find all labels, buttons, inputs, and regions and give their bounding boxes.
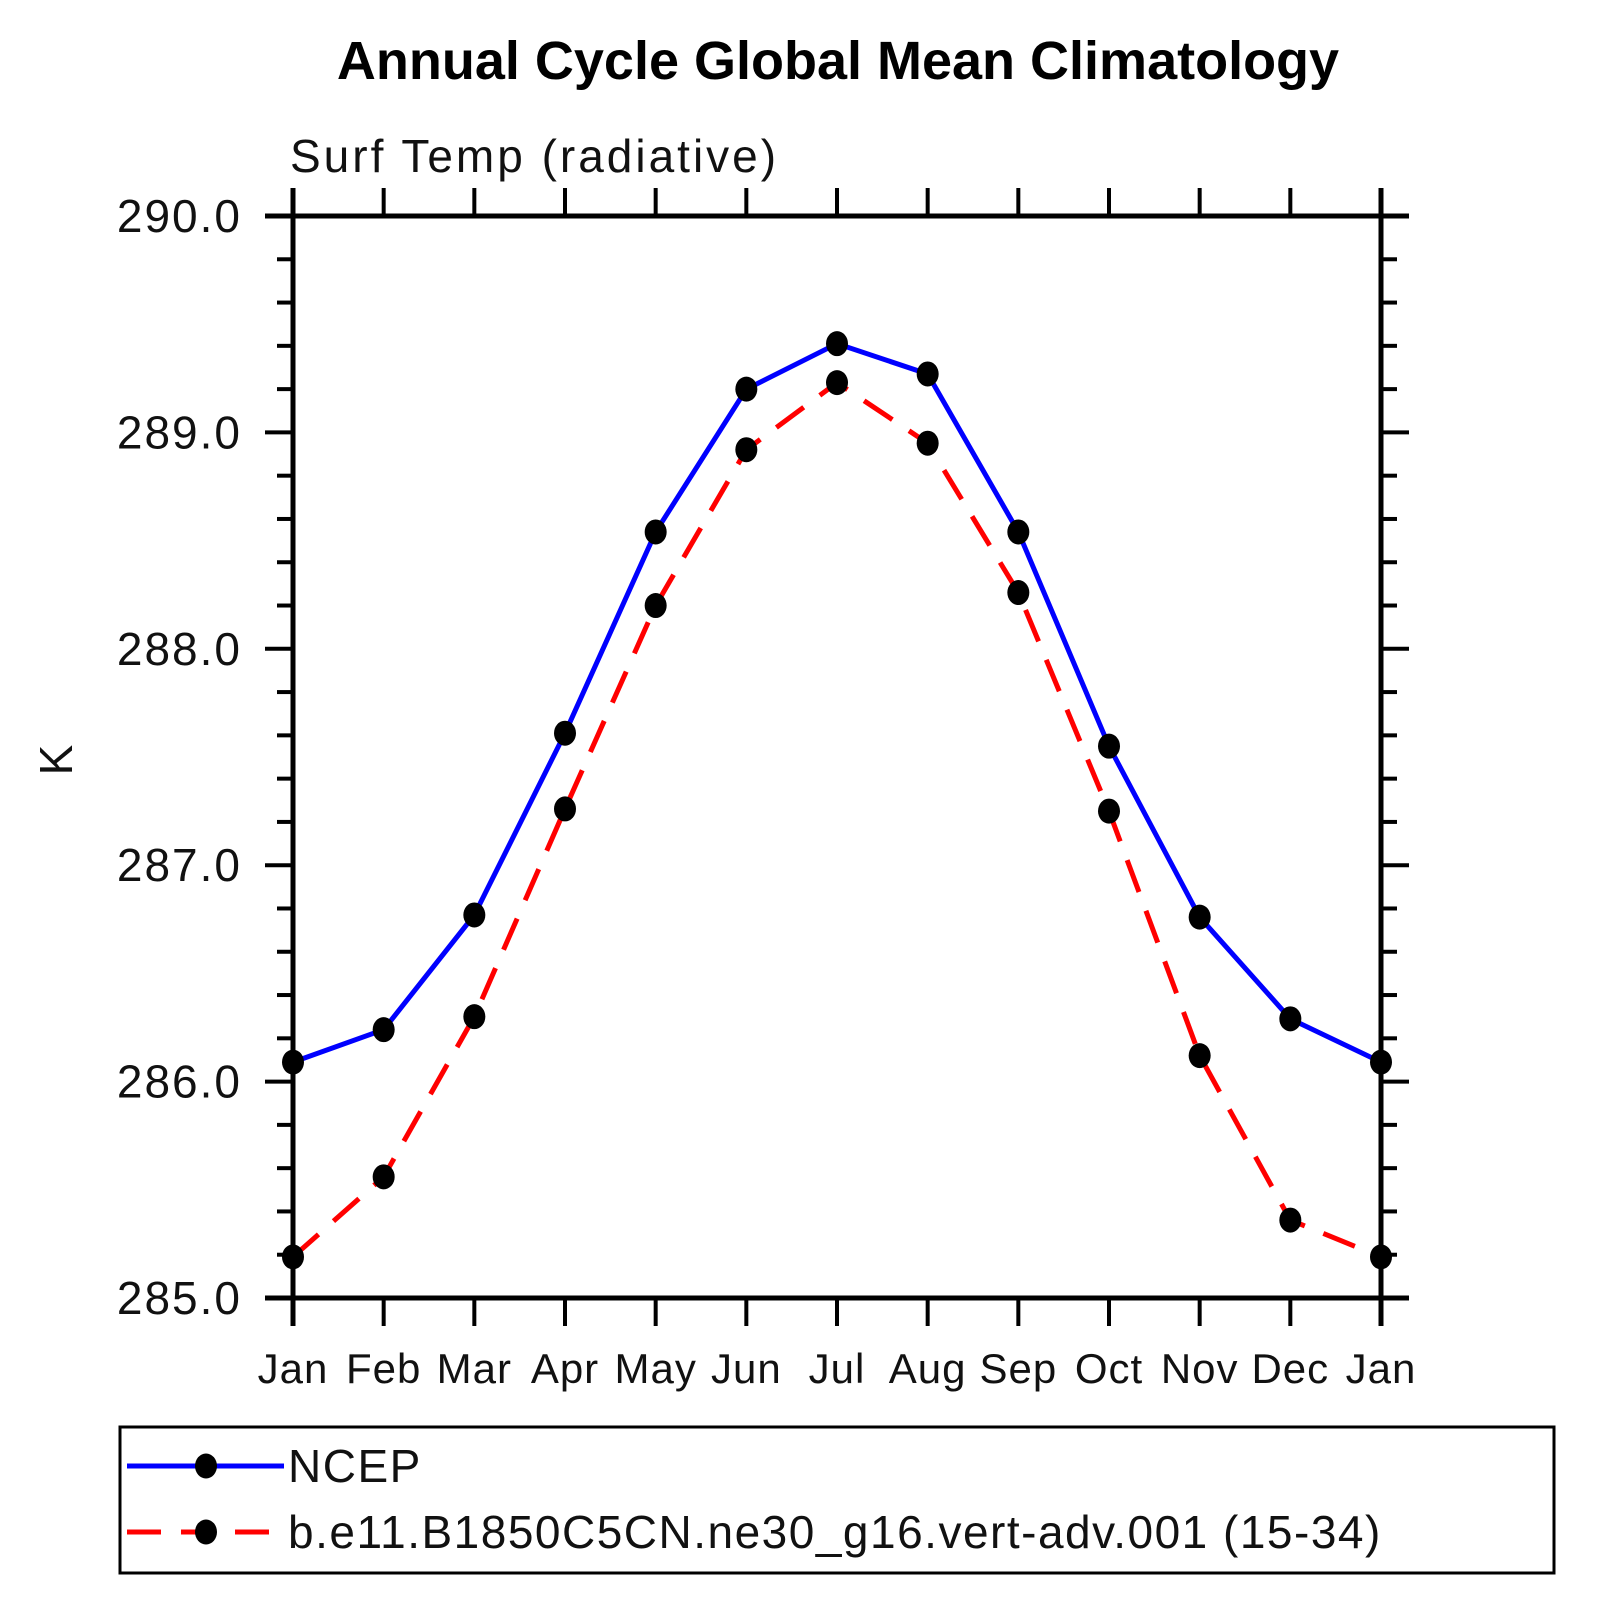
data-point-marker — [282, 1049, 304, 1075]
legend-label: NCEP — [288, 1440, 422, 1492]
chart-subtitle: Surf Temp (radiative) — [290, 130, 779, 182]
legend-box — [118, 1425, 1556, 1575]
data-point-marker — [1370, 1049, 1392, 1075]
data-point-marker — [1007, 519, 1030, 545]
data-point-marker — [463, 902, 486, 928]
y-tick-label: 288.0 — [117, 623, 242, 675]
chart-legend: NCEP b.e11.B1850C5CN.ne30_g16.vert-adv.00… — [118, 1425, 1556, 1575]
legend-marker — [195, 1453, 217, 1479]
data-point-marker — [1098, 733, 1120, 759]
y-tick-label: 289.0 — [117, 406, 242, 458]
data-point-marker — [1279, 1006, 1302, 1032]
data-point-marker — [644, 519, 667, 545]
x-tick-label: Jan — [1346, 1345, 1417, 1392]
x-tick-label: Jul — [809, 1345, 866, 1392]
x-tick-label: Oct — [1075, 1345, 1143, 1392]
data-point-marker — [1279, 1207, 1302, 1233]
y-tick-label: 287.0 — [117, 839, 242, 891]
data-point-marker — [1188, 904, 1211, 930]
data-point-marker — [826, 331, 848, 357]
data-point-marker — [554, 796, 576, 822]
data-point-marker — [282, 1244, 304, 1270]
data-series — [282, 331, 1392, 1270]
plot-axes: 285.0 286.0 287.0 288.0 289.0 290.0 Jan Feb Mar A… — [117, 188, 1417, 1392]
y-tick-label: 285.0 — [117, 1272, 242, 1324]
data-point-marker — [1370, 1244, 1392, 1270]
x-tick-label: Aug — [889, 1345, 967, 1392]
x-tick-label: Mar — [437, 1345, 512, 1392]
data-point-marker — [1098, 798, 1120, 824]
x-tick-label: May — [614, 1345, 696, 1392]
chart-title: Annual Cycle Global Mean Climatology — [337, 31, 1339, 91]
data-point-marker — [644, 593, 667, 619]
data-point-marker — [372, 1017, 395, 1043]
data-point-marker — [554, 720, 576, 746]
series-line-ncep — [292, 340, 1383, 1065]
data-point-marker — [735, 376, 758, 402]
series-line-model — [291, 379, 1382, 1260]
data-point-marker — [1007, 580, 1030, 606]
data-point-marker — [463, 1004, 486, 1030]
data-point-marker — [826, 370, 848, 396]
x-tick-label: Jun — [711, 1345, 782, 1392]
y-axis-title: K — [30, 744, 82, 775]
x-tick-label: Feb — [346, 1345, 421, 1392]
data-point-marker — [735, 437, 758, 463]
x-tick-label: Dec — [1251, 1345, 1329, 1392]
data-point-marker — [916, 430, 939, 456]
x-tick-label: Apr — [531, 1345, 599, 1392]
y-tick-label: 286.0 — [117, 1056, 242, 1108]
data-point-marker — [916, 361, 939, 387]
legend-marker — [195, 1519, 217, 1545]
x-tick-label: Nov — [1161, 1345, 1239, 1392]
x-tick-label: Sep — [979, 1345, 1057, 1392]
data-point-marker — [1188, 1043, 1211, 1069]
y-tick-label: 290.0 — [117, 190, 242, 242]
legend-label: b.e11.B1850C5CN.ne30_g16.vert-adv.001 (1… — [288, 1506, 1382, 1558]
data-point-marker — [372, 1164, 395, 1190]
x-tick-label: Jan — [258, 1345, 329, 1392]
